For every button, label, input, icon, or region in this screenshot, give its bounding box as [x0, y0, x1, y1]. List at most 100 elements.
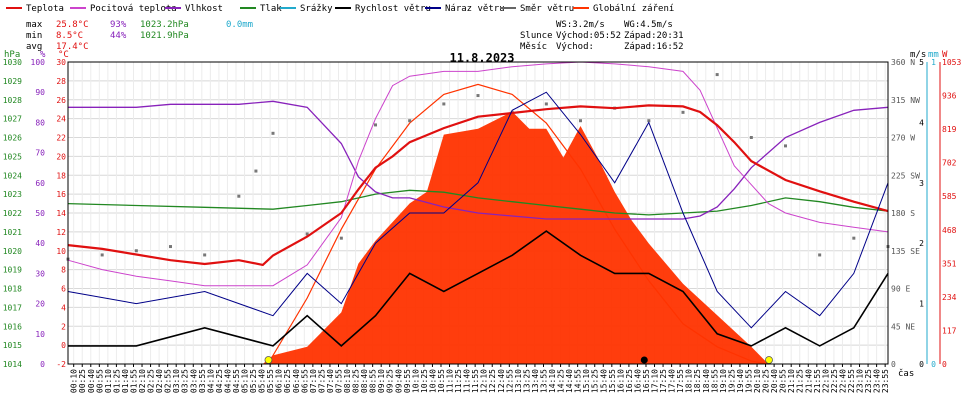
x-tick-label: 01:10: [104, 369, 113, 393]
x-tick-label: 13:40: [531, 369, 540, 393]
wind-dir-point: [681, 110, 685, 114]
x-tick-label: 02:40: [155, 369, 164, 393]
info-sun-set: Západ:20:31: [624, 31, 684, 41]
x-tick-label: 16:40: [633, 369, 642, 393]
x-tick-label: 22:40: [838, 369, 847, 393]
x-tick-label: 21:55: [813, 369, 822, 393]
wind-dir-point: [237, 194, 241, 198]
x-tick-label: 17:40: [668, 369, 677, 393]
x-tick-label: 06:40: [292, 369, 301, 393]
unit-c: °C: [58, 50, 69, 60]
x-tick-label: 18:10: [685, 369, 694, 393]
x-tick-label: 10:10: [411, 369, 420, 393]
tick-c: 26: [56, 96, 66, 105]
tick-ms: 4: [919, 118, 924, 127]
series-radiation-theoretical: [267, 83, 769, 365]
series-radiation-area: [68, 111, 888, 364]
tick-dir: 315 NW: [891, 96, 920, 105]
tick-c: 22: [56, 134, 66, 143]
x-tick-label: 12:10: [480, 369, 489, 393]
x-tick-label: 11:55: [471, 369, 480, 393]
tick-c: 10: [56, 247, 66, 256]
x-tick-label: 14:10: [548, 369, 557, 393]
x-tick-label: 22:55: [847, 369, 856, 393]
x-tick-label: 06:25: [283, 369, 292, 393]
tick-pct: 100: [31, 58, 46, 67]
stat-min-press: 1021.9hPa: [140, 31, 189, 41]
x-tick-label: 04:25: [215, 369, 224, 393]
legend-label: Teplota: [26, 4, 64, 14]
tick-c: 6: [61, 285, 66, 294]
tick-c: 16: [56, 190, 66, 199]
legend-label: Srážky: [300, 4, 333, 14]
tick-c: 18: [56, 171, 66, 180]
tick-dir: 180 S: [891, 209, 915, 218]
tick-c: 2: [61, 322, 66, 331]
x-tick-label: 21:25: [796, 369, 805, 393]
x-tick-label: 07:10: [309, 369, 318, 393]
sunrise-marker: [264, 356, 273, 364]
stat-min-label: min: [26, 31, 42, 41]
tick-c: 14: [56, 209, 66, 218]
legend-label: Tlak: [260, 4, 282, 14]
tick-ms: 3: [919, 179, 924, 188]
x-tick-label: 10:55: [437, 369, 446, 393]
tick-dir: 0: [891, 360, 896, 369]
legend-label: Směr větru: [520, 4, 574, 14]
chart-title: 11.8.2023: [449, 51, 514, 65]
tick-hpa: 1022: [3, 209, 22, 218]
info-moon-rise: Východ:: [556, 42, 594, 52]
legend-label: Pocitová teplota: [90, 4, 177, 14]
tick-hpa: 1027: [3, 115, 22, 124]
x-tick-label: 18:55: [710, 369, 719, 393]
wind-dir-point: [579, 119, 582, 123]
tick-c: 20: [56, 152, 66, 161]
tick-c: 24: [56, 115, 66, 124]
tick-hpa: 1019: [3, 266, 22, 275]
x-tick-label: 16:10: [616, 369, 625, 393]
x-tick-label: 16:25: [625, 369, 634, 393]
unit-hpa: hPa: [4, 50, 20, 60]
series-humidity: [68, 100, 889, 220]
tick-w: 936: [942, 92, 957, 101]
wind-dir-point: [254, 169, 258, 173]
tick-ms: 1: [919, 300, 924, 309]
series-pressure: [67, 189, 889, 216]
x-tick-label: 02:10: [138, 369, 147, 393]
x-tick-label: 05:25: [249, 369, 258, 393]
tick-pct: 80: [35, 118, 45, 127]
info-sun-rise: Východ:05:52: [556, 31, 621, 41]
series-wind-gust: [67, 91, 889, 329]
x-tick-label: 03:10: [172, 369, 181, 393]
wind-dir-point: [442, 102, 446, 106]
x-tick-label: 03:40: [189, 369, 198, 393]
tick-ms: 2: [919, 239, 924, 248]
tick-dir: 45 NE: [891, 322, 915, 331]
tick-hpa: 1030: [3, 58, 22, 67]
x-tick-label: 22:10: [821, 369, 830, 393]
tick-hpa: 1024: [3, 171, 22, 180]
x-tick-label: 23:10: [856, 369, 865, 393]
tick-hpa: 1023: [3, 190, 22, 199]
x-tick-label: 00:40: [87, 369, 96, 393]
tick-w: 1053: [942, 58, 961, 67]
plot-frame: [67, 61, 889, 365]
x-tick-label: 20:10: [753, 369, 762, 393]
x-tick-label: 23:25: [864, 369, 873, 393]
x-tick-label: 21:10: [787, 369, 796, 393]
x-tick-label: 13:55: [539, 369, 548, 393]
x-tick-label: 17:25: [659, 369, 668, 393]
tick-dir: 270 W: [891, 134, 915, 143]
x-tick-label: 01:25: [112, 369, 121, 393]
stat-avg-temp: 17.4°C: [56, 42, 89, 52]
stat-max-temp: 25.8°C: [56, 20, 89, 30]
x-tick-label: 12:55: [505, 369, 514, 393]
unit-pct: %: [40, 50, 46, 60]
wind-dir-point: [749, 136, 753, 139]
x-tick-label: 04:55: [232, 369, 241, 393]
tick-c: 0: [61, 341, 66, 350]
x-tick-label: 22:25: [830, 369, 839, 393]
wind-dir-point: [374, 123, 377, 127]
tick-dir: 90 E: [891, 285, 910, 294]
tick-pct: 10: [35, 330, 45, 339]
